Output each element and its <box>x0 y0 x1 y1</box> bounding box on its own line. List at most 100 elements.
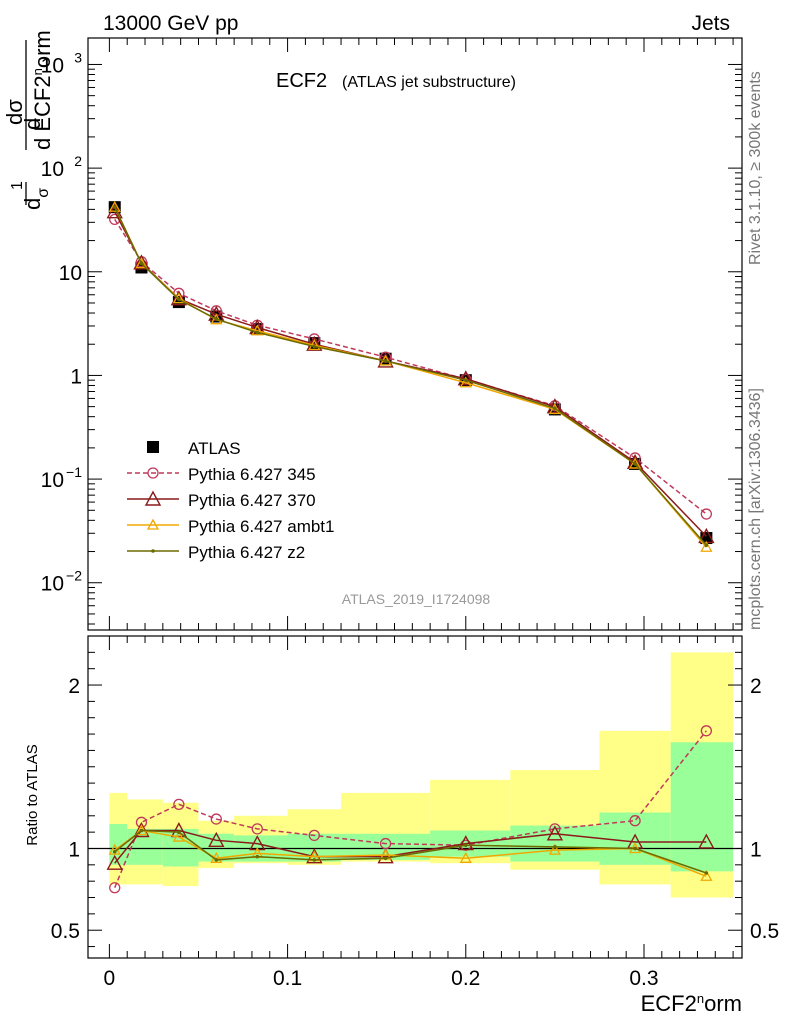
data-point <box>546 398 564 414</box>
ratio-point <box>698 833 715 849</box>
analysis-watermark: ATLAS_2019_I1724098 <box>342 591 491 607</box>
ratio-axes: 0 0.1 0.2 0.3 0.5 0.5 1 1 2 2 <box>51 635 779 990</box>
data-point <box>553 406 557 411</box>
data-point <box>308 339 321 351</box>
series-line <box>114 219 707 515</box>
svg-text:dσ: dσ <box>20 188 52 210</box>
data-point <box>628 457 642 469</box>
legend-item: ATLAS <box>147 439 241 458</box>
ratio-point <box>214 858 219 862</box>
ratio-point <box>463 843 468 848</box>
legend-item: Pythia 6.427 370 <box>127 490 316 510</box>
ratio-point <box>633 846 637 851</box>
main-y-tick-label: 10 <box>59 262 82 285</box>
legend-item: Pythia 6.427 ambt1 <box>127 517 334 536</box>
data-point <box>255 330 260 335</box>
x-axis-label: ECF2norm <box>641 991 742 1016</box>
legend-label: Pythia 6.427 370 <box>188 491 316 510</box>
data-point <box>383 359 388 363</box>
data-point <box>139 261 144 266</box>
data-point <box>214 317 219 321</box>
data-point <box>633 462 637 466</box>
ratio-x-tick-label: 0.1 <box>273 967 302 990</box>
header-left-label: 13000 GeV pp <box>103 12 238 35</box>
main-series-group <box>106 200 715 552</box>
ratio-y-axis-label: Ratio to ATLAS <box>24 744 41 845</box>
ratio-x-tick-label: 0.2 <box>451 967 480 990</box>
data-point <box>170 290 188 306</box>
ratio-uncertainty-bands <box>109 652 734 898</box>
ratio-point <box>172 830 185 842</box>
ratio-y-tick-label-right: 2 <box>750 675 762 698</box>
ratio-series-line <box>114 730 707 888</box>
legend: ATLAS Pythia 6.427 345 Pythia 6.427 370 Pyt… <box>127 439 334 562</box>
ratio-point <box>135 816 148 828</box>
ratio-point <box>210 813 222 825</box>
ratio-point <box>139 828 144 833</box>
band-inner-8 <box>510 825 600 862</box>
main-y-tick-label: 10 <box>41 573 64 596</box>
ratio-point <box>109 882 121 894</box>
ratio-point <box>459 851 472 863</box>
ratio-point <box>312 858 317 862</box>
data-point <box>133 254 150 270</box>
ratio-point <box>251 823 263 835</box>
main-frame <box>87 37 743 631</box>
ratio-point <box>383 856 388 861</box>
svg-text:1: 1 <box>9 181 26 190</box>
ratio-series-3 <box>112 828 709 875</box>
data-point <box>251 324 264 336</box>
data-point <box>459 376 472 388</box>
main-y-tick-exponent: −1 <box>66 464 82 480</box>
ratio-point <box>106 854 123 870</box>
ratio-point <box>704 871 709 875</box>
ratio-y-tick-label-left: 0.5 <box>51 920 80 943</box>
ratio-point <box>546 825 564 841</box>
legend-marker <box>147 467 159 479</box>
legend-label: Pythia 6.427 345 <box>188 465 316 484</box>
data-point <box>312 344 317 349</box>
legend-item: Pythia 6.427 z2 <box>127 543 305 562</box>
ratio-point <box>255 854 260 859</box>
legend-label: Pythia 6.427 z2 <box>188 543 305 562</box>
main-y-tick-exponent: 3 <box>74 49 82 65</box>
legend-item: Pythia 6.427 345 <box>127 465 316 484</box>
data-point <box>112 205 117 209</box>
ratio-series-0 <box>109 725 713 894</box>
main-y-axis-label: dσ 1 d dσ d ECF2norm <box>2 30 55 210</box>
data-point <box>463 378 468 382</box>
legend-marker <box>146 518 160 530</box>
main-y-tick-label: 10 <box>41 158 64 181</box>
ratio-point <box>457 835 474 851</box>
ratio-point <box>553 845 557 849</box>
svg-text:d ECF2norm: d ECF2norm <box>30 30 55 150</box>
legend-label: ATLAS <box>188 439 241 458</box>
ratio-series-group <box>106 725 715 894</box>
main-y-tick-exponent: −2 <box>66 568 82 584</box>
main-y-tick-label: 10 <box>41 54 64 77</box>
data-point <box>704 543 709 548</box>
data-point <box>700 540 713 552</box>
ratio-point <box>308 829 320 842</box>
data-point <box>457 370 474 386</box>
main-y-tick-exponent: 2 <box>74 153 82 169</box>
data-point <box>108 200 121 212</box>
main-y-tick-label: 10 <box>41 469 64 492</box>
data-point <box>700 508 713 520</box>
side-label-bottom: mcplots.cern.ch [arXiv:1306.3436] <box>747 388 764 630</box>
main-y-tick-label: 1 <box>70 365 82 388</box>
legend-marker <box>151 549 155 553</box>
ratio-x-tick-label: 0.3 <box>629 967 658 990</box>
ratio-y-tick-label-right: 1 <box>750 838 762 861</box>
ratio-x-tick-label: 0 <box>104 967 116 990</box>
legend-marker <box>147 441 159 453</box>
band-inner-10 <box>670 742 734 872</box>
data-point <box>177 297 181 302</box>
series-4 <box>112 205 709 548</box>
ratio-point <box>700 869 713 881</box>
ratio-series-line <box>114 829 707 877</box>
ratio-point <box>700 725 713 737</box>
chart-subtitle: (ATLAS jet substructure) <box>342 74 516 91</box>
data-point <box>135 257 148 269</box>
